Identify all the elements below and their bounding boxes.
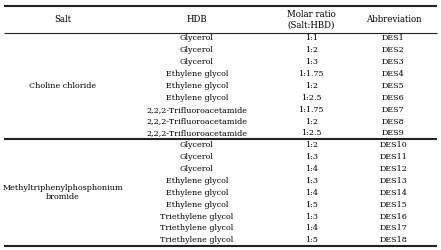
Text: 1:3: 1:3 [305, 58, 318, 66]
Text: 1:2: 1:2 [305, 118, 318, 126]
Text: DES15: DES15 [380, 201, 407, 209]
Text: DES5: DES5 [382, 82, 405, 90]
Text: 1:1.75: 1:1.75 [299, 106, 324, 114]
Text: DES12: DES12 [379, 165, 407, 173]
Text: Ethylene glycol: Ethylene glycol [165, 201, 228, 209]
Text: DES11: DES11 [379, 153, 407, 161]
Text: 1:3: 1:3 [305, 153, 318, 161]
Text: DES3: DES3 [382, 58, 405, 66]
Text: 1:4: 1:4 [305, 224, 318, 232]
Text: 1:2.5: 1:2.5 [301, 94, 321, 102]
Text: Methyltriphenylphosphonium
bromide: Methyltriphenylphosphonium bromide [3, 184, 123, 202]
Text: 1:3: 1:3 [305, 177, 318, 185]
Text: Abbreviation: Abbreviation [366, 15, 421, 24]
Text: Triethylene glycol: Triethylene glycol [160, 212, 233, 220]
Text: Ethylene glycol: Ethylene glycol [165, 189, 228, 197]
Text: DES2: DES2 [382, 46, 405, 54]
Text: DES7: DES7 [382, 106, 405, 114]
Text: Ethylene glycol: Ethylene glycol [165, 82, 228, 90]
Text: 1:4: 1:4 [305, 189, 318, 197]
Text: DES10: DES10 [380, 141, 407, 149]
Text: 2,2,2-Trifluoroacetamide: 2,2,2-Trifluoroacetamide [146, 106, 247, 114]
Text: DES1: DES1 [382, 34, 405, 42]
Text: Salt: Salt [54, 15, 71, 24]
Text: DES9: DES9 [382, 130, 405, 138]
Text: Molar ratio
(Salt:HBD): Molar ratio (Salt:HBD) [287, 10, 336, 29]
Text: 1:2.5: 1:2.5 [301, 130, 321, 138]
Text: 2,2,2-Trifluoroacetamide: 2,2,2-Trifluoroacetamide [146, 118, 247, 126]
Text: Glycerol: Glycerol [180, 46, 214, 54]
Text: 1:5: 1:5 [305, 236, 318, 244]
Text: 1:3: 1:3 [305, 212, 318, 220]
Text: Choline chloride: Choline chloride [29, 82, 96, 90]
Text: DES16: DES16 [379, 212, 407, 220]
Text: Triethylene glycol: Triethylene glycol [160, 224, 233, 232]
Text: DES13: DES13 [379, 177, 407, 185]
Text: 1:4: 1:4 [305, 165, 318, 173]
Text: DES8: DES8 [382, 118, 405, 126]
Text: Glycerol: Glycerol [180, 141, 214, 149]
Text: Glycerol: Glycerol [180, 34, 214, 42]
Text: DES18: DES18 [380, 236, 407, 244]
Text: DES6: DES6 [382, 94, 405, 102]
Text: Ethylene glycol: Ethylene glycol [165, 70, 228, 78]
Text: Glycerol: Glycerol [180, 165, 214, 173]
Text: 1:2: 1:2 [305, 46, 318, 54]
Text: 1:2: 1:2 [305, 141, 318, 149]
Text: 1:5: 1:5 [305, 201, 318, 209]
Text: Ethylene glycol: Ethylene glycol [165, 94, 228, 102]
Text: DES17: DES17 [380, 224, 407, 232]
Text: HDB: HDB [187, 15, 207, 24]
Text: DES4: DES4 [382, 70, 405, 78]
Text: Glycerol: Glycerol [180, 153, 214, 161]
Text: DES14: DES14 [379, 189, 407, 197]
Text: 1:1.75: 1:1.75 [299, 70, 324, 78]
Text: Triethylene glycol: Triethylene glycol [160, 236, 233, 244]
Text: 1:2: 1:2 [305, 82, 318, 90]
Text: 2,2,2-Trifluoroacetamide: 2,2,2-Trifluoroacetamide [146, 130, 247, 138]
Text: Glycerol: Glycerol [180, 58, 214, 66]
Text: 1:1: 1:1 [305, 34, 318, 42]
Text: Ethylene glycol: Ethylene glycol [165, 177, 228, 185]
